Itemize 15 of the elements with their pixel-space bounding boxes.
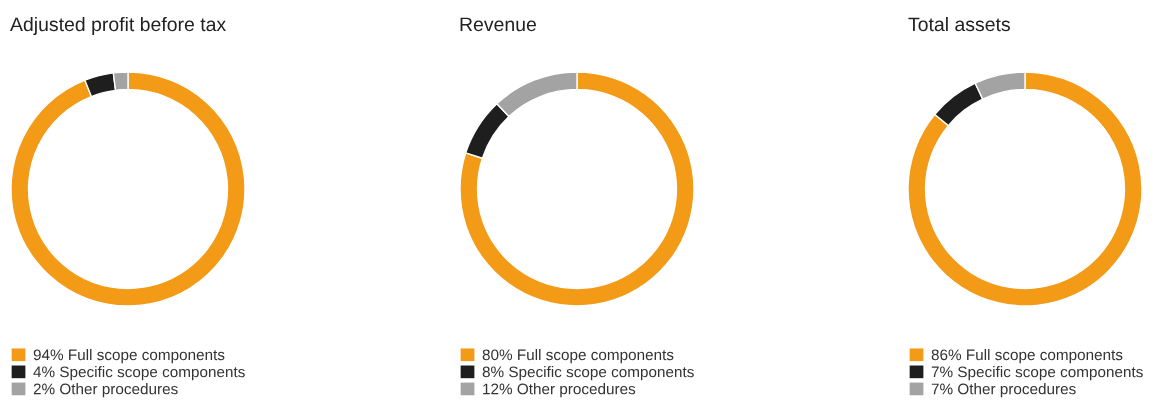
donut-slice — [10, 71, 246, 307]
legend-label: 86% Full scope components — [931, 348, 1123, 364]
chart-title: Adjusted profit before tax — [10, 16, 226, 36]
donut-slice — [459, 71, 695, 307]
legend-label: 12% Other procedures — [483, 383, 636, 398]
legend-label: 2% Other procedures — [33, 383, 178, 398]
legend-label: 7% Specific scope components — [931, 366, 1143, 381]
legend-label: 4% Specific scope components — [33, 366, 245, 381]
legend-label: 94% Full scope components — [33, 348, 225, 364]
donut-slice — [907, 71, 1143, 307]
legend-label: 7% Other procedures — [931, 383, 1076, 398]
chart-title: Total assets — [908, 16, 1010, 32]
legend-label: 8% Specific scope components — [482, 366, 694, 381]
legend-label: 80% Full scope components — [482, 348, 674, 364]
chart-title: Revenue — [460, 17, 536, 32]
